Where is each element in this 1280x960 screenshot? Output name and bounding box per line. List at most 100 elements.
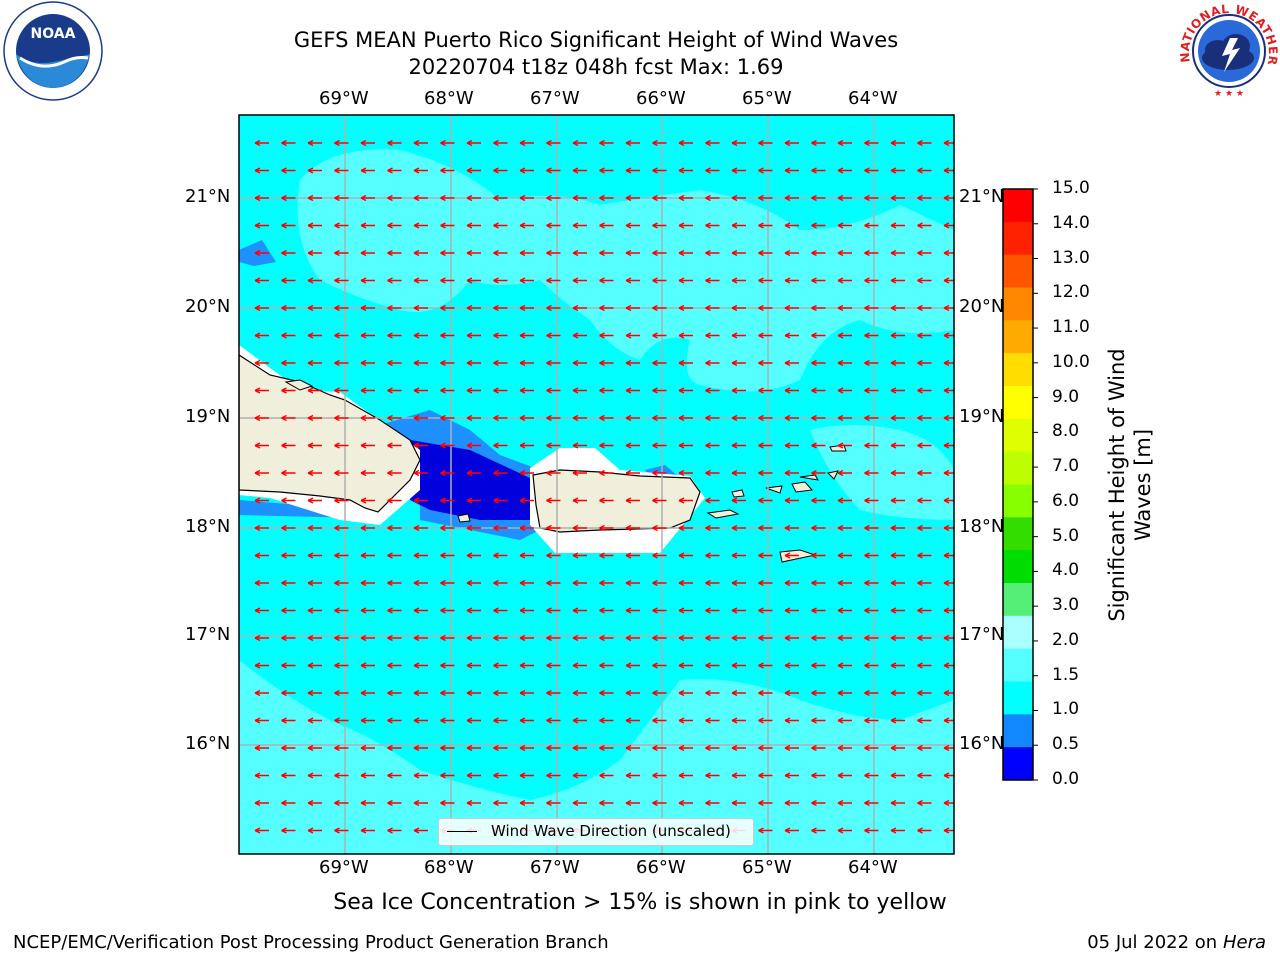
wave-direction-arrow <box>334 304 349 312</box>
wave-direction-arrow <box>466 552 481 559</box>
wave-direction-arrow <box>678 524 693 532</box>
wave-direction-arrow <box>678 194 693 202</box>
wave-direction-arrow <box>890 524 905 532</box>
wave-direction-arrow <box>758 662 773 669</box>
wave-direction-arrow <box>413 194 428 202</box>
wave-direction-arrow <box>705 689 720 697</box>
wave-direction-arrow <box>387 744 402 752</box>
wave-direction-arrow <box>890 552 905 559</box>
wave-direction-arrow <box>837 194 852 202</box>
wave-direction-arrow <box>784 744 799 752</box>
wave-direction-arrow <box>413 387 428 394</box>
wave-direction-arrow <box>307 304 322 312</box>
wave-direction-arrow <box>943 772 954 779</box>
wave-direction-arrow <box>943 662 954 669</box>
wave-direction-arrow <box>837 304 852 312</box>
wave-direction-arrow <box>890 689 905 697</box>
wave-direction-arrow <box>440 332 455 339</box>
wave-direction-arrow <box>281 249 296 257</box>
wave-direction-arrow <box>811 277 826 284</box>
wave-direction-arrow <box>811 744 826 752</box>
colorbar-tick-label: 10.0 <box>1052 351 1090 372</box>
wave-direction-arrow <box>837 552 852 559</box>
wave-direction-arrow <box>784 524 799 532</box>
wave-direction-arrow <box>307 414 322 422</box>
wave-direction-arrow <box>678 634 693 642</box>
land-vieques <box>706 509 740 519</box>
wave-direction-arrow <box>281 387 296 394</box>
wave-direction-arrow <box>281 167 296 174</box>
wave-direction-arrow <box>360 662 375 669</box>
wave-direction-arrow <box>731 194 746 202</box>
wave-direction-arrow <box>360 827 375 834</box>
wave-direction-arrow <box>440 469 455 477</box>
wave-direction-arrow <box>440 524 455 532</box>
wave-direction-arrow <box>360 304 375 312</box>
wave-direction-arrow <box>652 607 667 614</box>
wave-direction-arrow <box>678 332 693 339</box>
wave-direction-arrow <box>811 799 826 807</box>
wave-direction-arrow <box>652 249 667 257</box>
wave-direction-arrow <box>837 222 852 229</box>
wave-direction-arrow <box>466 139 481 147</box>
wave-direction-arrow <box>837 717 852 724</box>
colorbar-tick-label: 2.0 <box>1052 629 1080 650</box>
wave-direction-arrow <box>360 772 375 779</box>
wave-direction-arrow <box>493 772 508 779</box>
wave-direction-arrow <box>387 469 402 477</box>
lon-label-bottom: 69°W <box>319 857 369 878</box>
wave-direction-arrow <box>864 607 879 614</box>
wave-direction-arrow <box>466 689 481 697</box>
wave-direction-arrow <box>413 689 428 697</box>
wave-direction-arrow <box>572 552 587 559</box>
lat-label-left: 20°N <box>185 296 231 317</box>
wave-direction-arrow <box>890 744 905 752</box>
wave-direction-arrow <box>917 579 932 587</box>
wave-direction-arrow <box>413 634 428 642</box>
wave-direction-arrow <box>334 249 349 257</box>
wave-direction-arrow <box>890 827 905 834</box>
wave-direction-arrow <box>625 222 640 229</box>
wave-direction-arrow <box>466 772 481 779</box>
wave-direction-arrow <box>572 744 587 752</box>
wave-direction-arrow <box>625 387 640 394</box>
wave-direction-arrow <box>758 744 773 752</box>
wave-direction-arrow <box>758 469 773 477</box>
lat-label-right: 21°N <box>959 186 1005 207</box>
wave-direction-arrow <box>572 249 587 257</box>
wave-direction-arrow <box>519 744 534 752</box>
colorbar-label: Significant Height of Wind Waves [m] <box>1104 348 1156 621</box>
wave-direction-arrow <box>599 359 614 367</box>
wave-direction-arrow <box>943 139 954 147</box>
wave-direction-arrow <box>413 579 428 587</box>
wave-direction-arrow <box>890 799 905 807</box>
wave-direction-arrow <box>307 167 322 174</box>
wave-direction-arrow <box>599 194 614 202</box>
wave-direction-arrow <box>625 194 640 202</box>
map-frame <box>238 114 955 855</box>
wave-direction-arrow <box>758 717 773 724</box>
wave-zone-east <box>810 425 954 520</box>
wave-direction-arrow <box>572 689 587 697</box>
wave-direction-arrow <box>705 744 720 752</box>
wave-direction-arrow <box>307 277 322 284</box>
wave-direction-arrow <box>943 744 954 752</box>
wave-direction-arrow <box>625 139 640 147</box>
lat-label-right: 18°N <box>959 516 1005 537</box>
wave-direction-arrow <box>307 689 322 697</box>
colorbar-tick-label: 3.0 <box>1052 595 1080 616</box>
wave-direction-arrow <box>705 552 720 559</box>
wave-direction-arrow <box>466 634 481 642</box>
wave-direction-arrow <box>625 497 640 504</box>
noaa-logo-text: NOAA <box>31 26 76 42</box>
wave-direction-arrow <box>493 717 508 724</box>
wave-direction-arrow <box>731 552 746 559</box>
wave-direction-arrow <box>360 414 375 422</box>
wave-direction-arrow <box>254 634 269 642</box>
wave-direction-arrow <box>334 799 349 807</box>
wave-direction-arrow <box>307 359 322 367</box>
wave-direction-arrow <box>281 442 296 449</box>
wave-direction-arrow <box>572 442 587 449</box>
wave-direction-arrow <box>493 607 508 614</box>
